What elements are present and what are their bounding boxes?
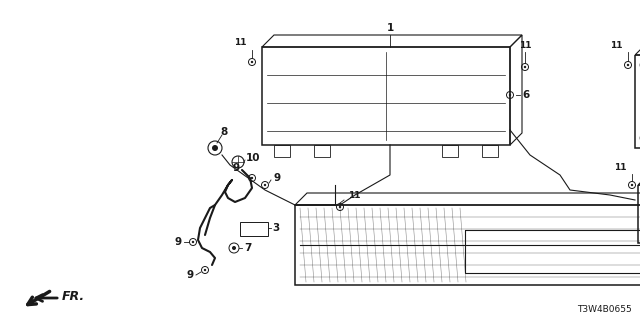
Circle shape bbox=[509, 94, 511, 96]
Bar bbox=[295, 205, 640, 285]
Text: FR.: FR. bbox=[62, 290, 85, 302]
Bar bbox=[465, 230, 640, 273]
Bar bbox=[314, 145, 330, 157]
Text: 7: 7 bbox=[244, 243, 252, 253]
Circle shape bbox=[192, 241, 194, 243]
Text: 3: 3 bbox=[272, 223, 279, 233]
Text: 8: 8 bbox=[220, 127, 227, 137]
Circle shape bbox=[251, 177, 253, 179]
Bar bbox=[482, 145, 498, 157]
Circle shape bbox=[627, 64, 629, 66]
Text: T3W4B0655: T3W4B0655 bbox=[577, 305, 632, 314]
Circle shape bbox=[212, 145, 218, 151]
Bar bbox=[274, 145, 290, 157]
Bar bbox=[635, 55, 640, 148]
Text: 9: 9 bbox=[175, 237, 182, 247]
Circle shape bbox=[524, 66, 526, 68]
Circle shape bbox=[339, 206, 341, 208]
Circle shape bbox=[631, 184, 633, 186]
Circle shape bbox=[251, 61, 253, 63]
Text: 11: 11 bbox=[610, 41, 622, 50]
Bar bbox=[442, 145, 458, 157]
Text: 10: 10 bbox=[246, 153, 260, 163]
Circle shape bbox=[232, 246, 236, 250]
Text: 6: 6 bbox=[522, 90, 529, 100]
Text: 11: 11 bbox=[348, 191, 360, 200]
Text: 9: 9 bbox=[273, 173, 280, 183]
Text: 1: 1 bbox=[387, 23, 394, 33]
Text: 11: 11 bbox=[234, 38, 246, 47]
Text: 9: 9 bbox=[187, 270, 194, 280]
Bar bbox=[638, 185, 640, 243]
Text: 11: 11 bbox=[614, 163, 627, 172]
Text: 9: 9 bbox=[233, 163, 240, 173]
Bar bbox=[240, 222, 268, 236]
Bar bbox=[262, 47, 510, 145]
Text: 11: 11 bbox=[519, 41, 531, 50]
Circle shape bbox=[204, 269, 206, 271]
Circle shape bbox=[264, 184, 266, 186]
